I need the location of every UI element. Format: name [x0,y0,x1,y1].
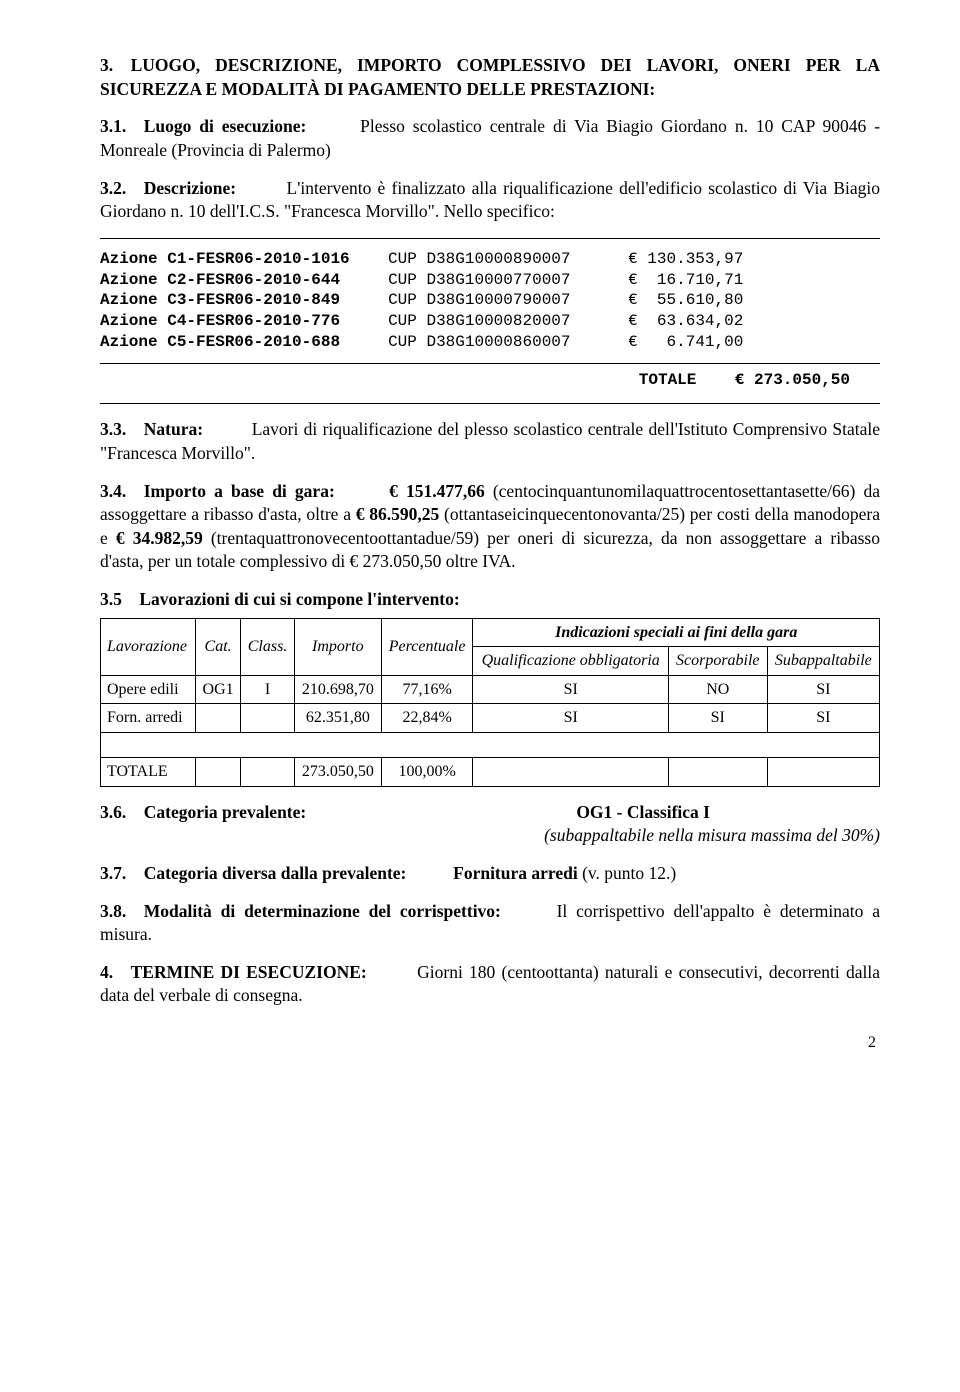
section-3-4-amount: € 151.477,66 [389,481,485,501]
section-3-4-label: 3.4. Importo a base di gara: [100,481,335,501]
cell-scorp: NO [668,675,767,704]
table-row: Azione C5-FESR06-2010-688 CUP D38G100008… [100,332,880,353]
table-spacer-row [101,733,880,758]
lavorazioni-table: Lavorazione Cat. Class. Importo Percentu… [100,618,880,787]
cell-cat [196,704,241,733]
section-3-4-amount2: € 86.590,25 [356,504,440,524]
section-3-6: 3.6. Categoria prevalente: OG1 - Classif… [100,801,880,848]
cup-code: CUP D38G10000770007 [388,271,570,289]
cell-empty [473,758,668,787]
section-3-1-label: 3.1. Luogo di esecuzione: [100,116,306,136]
col-class: Class. [241,618,295,675]
section-4-label: 4. TERMINE DI ESECUZIONE: [100,962,367,982]
cell-empty [767,758,879,787]
section-3-7-value: Fornitura arredi [453,863,578,883]
section-3-4-text3: (trentaquattronovecentoottantadue/59) pe… [100,528,880,572]
table-row: Forn. arredi 62.351,80 22,84% SI SI SI [101,704,880,733]
az-value: € 6.741,00 [628,333,743,351]
cell-empty [196,758,241,787]
section-3-3-text: Lavori di riqualificazione del plesso sc… [100,419,880,463]
az-code: Azione C3-FESR06-2010-849 [100,291,340,309]
section-3-6-label: 3.6. Categoria prevalente: [100,801,306,825]
col-percentuale: Percentuale [381,618,473,675]
cell-empty [668,758,767,787]
cell-perc: 22,84% [381,704,473,733]
section-3-6-sub: (subappaltabile nella misura massima del… [544,825,880,845]
cell-perc: 77,16% [381,675,473,704]
cup-code: CUP D38G10000860007 [388,333,570,351]
table-row: Azione C1-FESR06-2010-1016 CUP D38G10000… [100,249,880,270]
az-code: Azione C5-FESR06-2010-688 [100,333,340,351]
cell-total-perc: 100,00% [381,758,473,787]
az-code: Azione C4-FESR06-2010-776 [100,312,340,330]
divider [100,403,880,404]
section-3-2: 3.2. Descrizione: L'intervento è finaliz… [100,177,880,224]
cell-cat: OG1 [196,675,241,704]
cell-qual: SI [473,675,668,704]
total-label: TOTALE [639,371,697,389]
az-value: € 130.353,97 [628,250,743,268]
col-qual: Qualificazione obbligatoria [473,647,668,676]
section-3-3: 3.3. Natura: Lavori di riqualificazione … [100,418,880,465]
az-code: Azione C1-FESR06-2010-1016 [100,250,350,268]
col-span-header: Indicazioni speciali ai fini della gara [473,618,880,647]
cell-class: I [241,675,295,704]
cell-imp: 62.351,80 [294,704,381,733]
cell-lav: Opere edili [101,675,196,704]
cell-scorp: SI [668,704,767,733]
col-scorp: Scorporabile [668,647,767,676]
az-value: € 63.634,02 [628,312,743,330]
azioni-total: TOTALE € 273.050,50 [100,370,880,392]
table-header-row: Lavorazione Cat. Class. Importo Percentu… [101,618,880,647]
col-importo: Importo [294,618,381,675]
cell-imp: 210.698,70 [294,675,381,704]
section-3-7-label: 3.7. Categoria diversa dalla prevalente: [100,863,406,883]
az-value: € 55.610,80 [628,291,743,309]
az-code: Azione C2-FESR06-2010-644 [100,271,340,289]
cell-empty [241,758,295,787]
section-3-4-amount3: € 34.982,59 [116,528,203,548]
divider [100,238,880,239]
table-row: Opere edili OG1 I 210.698,70 77,16% SI N… [101,675,880,704]
section-3-title: 3. LUOGO, DESCRIZIONE, IMPORTO COMPLESSI… [100,54,880,101]
section-3-8-label: 3.8. Modalità di determinazione del corr… [100,901,501,921]
page-number: 2 [100,1032,880,1054]
cup-code: CUP D38G10000820007 [388,312,570,330]
table-row: Azione C2-FESR06-2010-644 CUP D38G100007… [100,270,880,291]
table-row: Azione C4-FESR06-2010-776 CUP D38G100008… [100,311,880,332]
cell-total-label: TOTALE [101,758,196,787]
cell-lav: Forn. arredi [101,704,196,733]
section-3-4: 3.4. Importo a base di gara: € 151.477,6… [100,480,880,575]
cell-qual: SI [473,704,668,733]
section-3-5-label: 3.5 Lavorazioni di cui si compone l'inte… [100,588,880,612]
section-3-6-value: OG1 - Classifica I [576,801,880,825]
section-3-7: 3.7. Categoria diversa dalla prevalente:… [100,862,880,886]
document-page: 3. LUOGO, DESCRIZIONE, IMPORTO COMPLESSI… [0,0,960,1074]
cell-total-imp: 273.050,50 [294,758,381,787]
cell-class [241,704,295,733]
section-3-2-label: 3.2. Descrizione: [100,178,236,198]
col-lavorazione: Lavorazione [101,618,196,675]
section-3-3-label: 3.3. Natura: [100,419,203,439]
total-value: € 273.050,50 [735,371,850,389]
cup-code: CUP D38G10000790007 [388,291,570,309]
table-row: Azione C3-FESR06-2010-849 CUP D38G100007… [100,290,880,311]
section-3-7-ref: (v. punto 12.) [578,863,677,883]
az-value: € 16.710,71 [628,271,743,289]
cup-code: CUP D38G10000890007 [388,250,570,268]
col-sub: Subappaltabile [767,647,879,676]
table-total-row: TOTALE 273.050,50 100,00% [101,758,880,787]
section-4: 4. TERMINE DI ESECUZIONE: Giorni 180 (ce… [100,961,880,1008]
azioni-table: Azione C1-FESR06-2010-1016 CUP D38G10000… [100,249,880,353]
section-3-1: 3.1. Luogo di esecuzione: Plesso scolast… [100,115,880,162]
section-3-8: 3.8. Modalità di determinazione del corr… [100,900,880,947]
col-cat: Cat. [196,618,241,675]
cell-sub: SI [767,704,879,733]
cell-sub: SI [767,675,879,704]
divider [100,363,880,364]
